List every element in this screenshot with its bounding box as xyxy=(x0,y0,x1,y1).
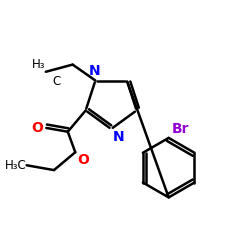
Text: O: O xyxy=(32,121,43,135)
Text: H₃: H₃ xyxy=(32,58,46,71)
Text: N: N xyxy=(88,64,100,78)
Text: C: C xyxy=(53,75,61,88)
Text: N: N xyxy=(113,130,125,144)
Text: O: O xyxy=(77,153,89,167)
Text: Br: Br xyxy=(172,122,189,136)
Text: H₃C: H₃C xyxy=(5,159,27,172)
